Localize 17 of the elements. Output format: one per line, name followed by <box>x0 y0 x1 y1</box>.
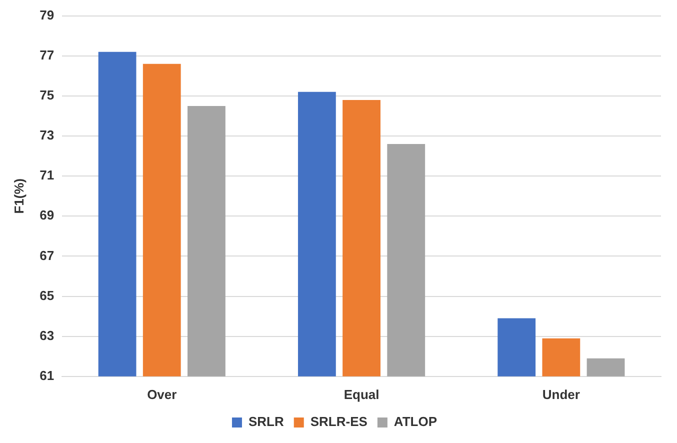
legend-label: SRLR-ES <box>310 414 368 430</box>
x-tick-label: Over <box>147 386 177 402</box>
y-axis-title: F1(%) <box>11 178 26 214</box>
y-tick-label: 63 <box>40 328 54 343</box>
y-tick-label: 69 <box>40 208 54 223</box>
y-tick-label: 71 <box>40 168 54 183</box>
y-tick-label: 75 <box>40 88 54 103</box>
y-tick-label: 73 <box>40 128 54 143</box>
y-tick-label: 61 <box>40 368 54 383</box>
x-tick-label: Under <box>542 386 580 402</box>
y-tick-label: 79 <box>40 7 54 22</box>
y-tick-label: 77 <box>40 47 54 62</box>
legend-label: SRLR <box>248 414 284 430</box>
y-tick-label: 67 <box>40 248 54 263</box>
x-tick-label: Equal <box>344 386 380 402</box>
y-tick-label: 65 <box>40 288 54 303</box>
legend-label: ATLOP <box>394 414 438 430</box>
